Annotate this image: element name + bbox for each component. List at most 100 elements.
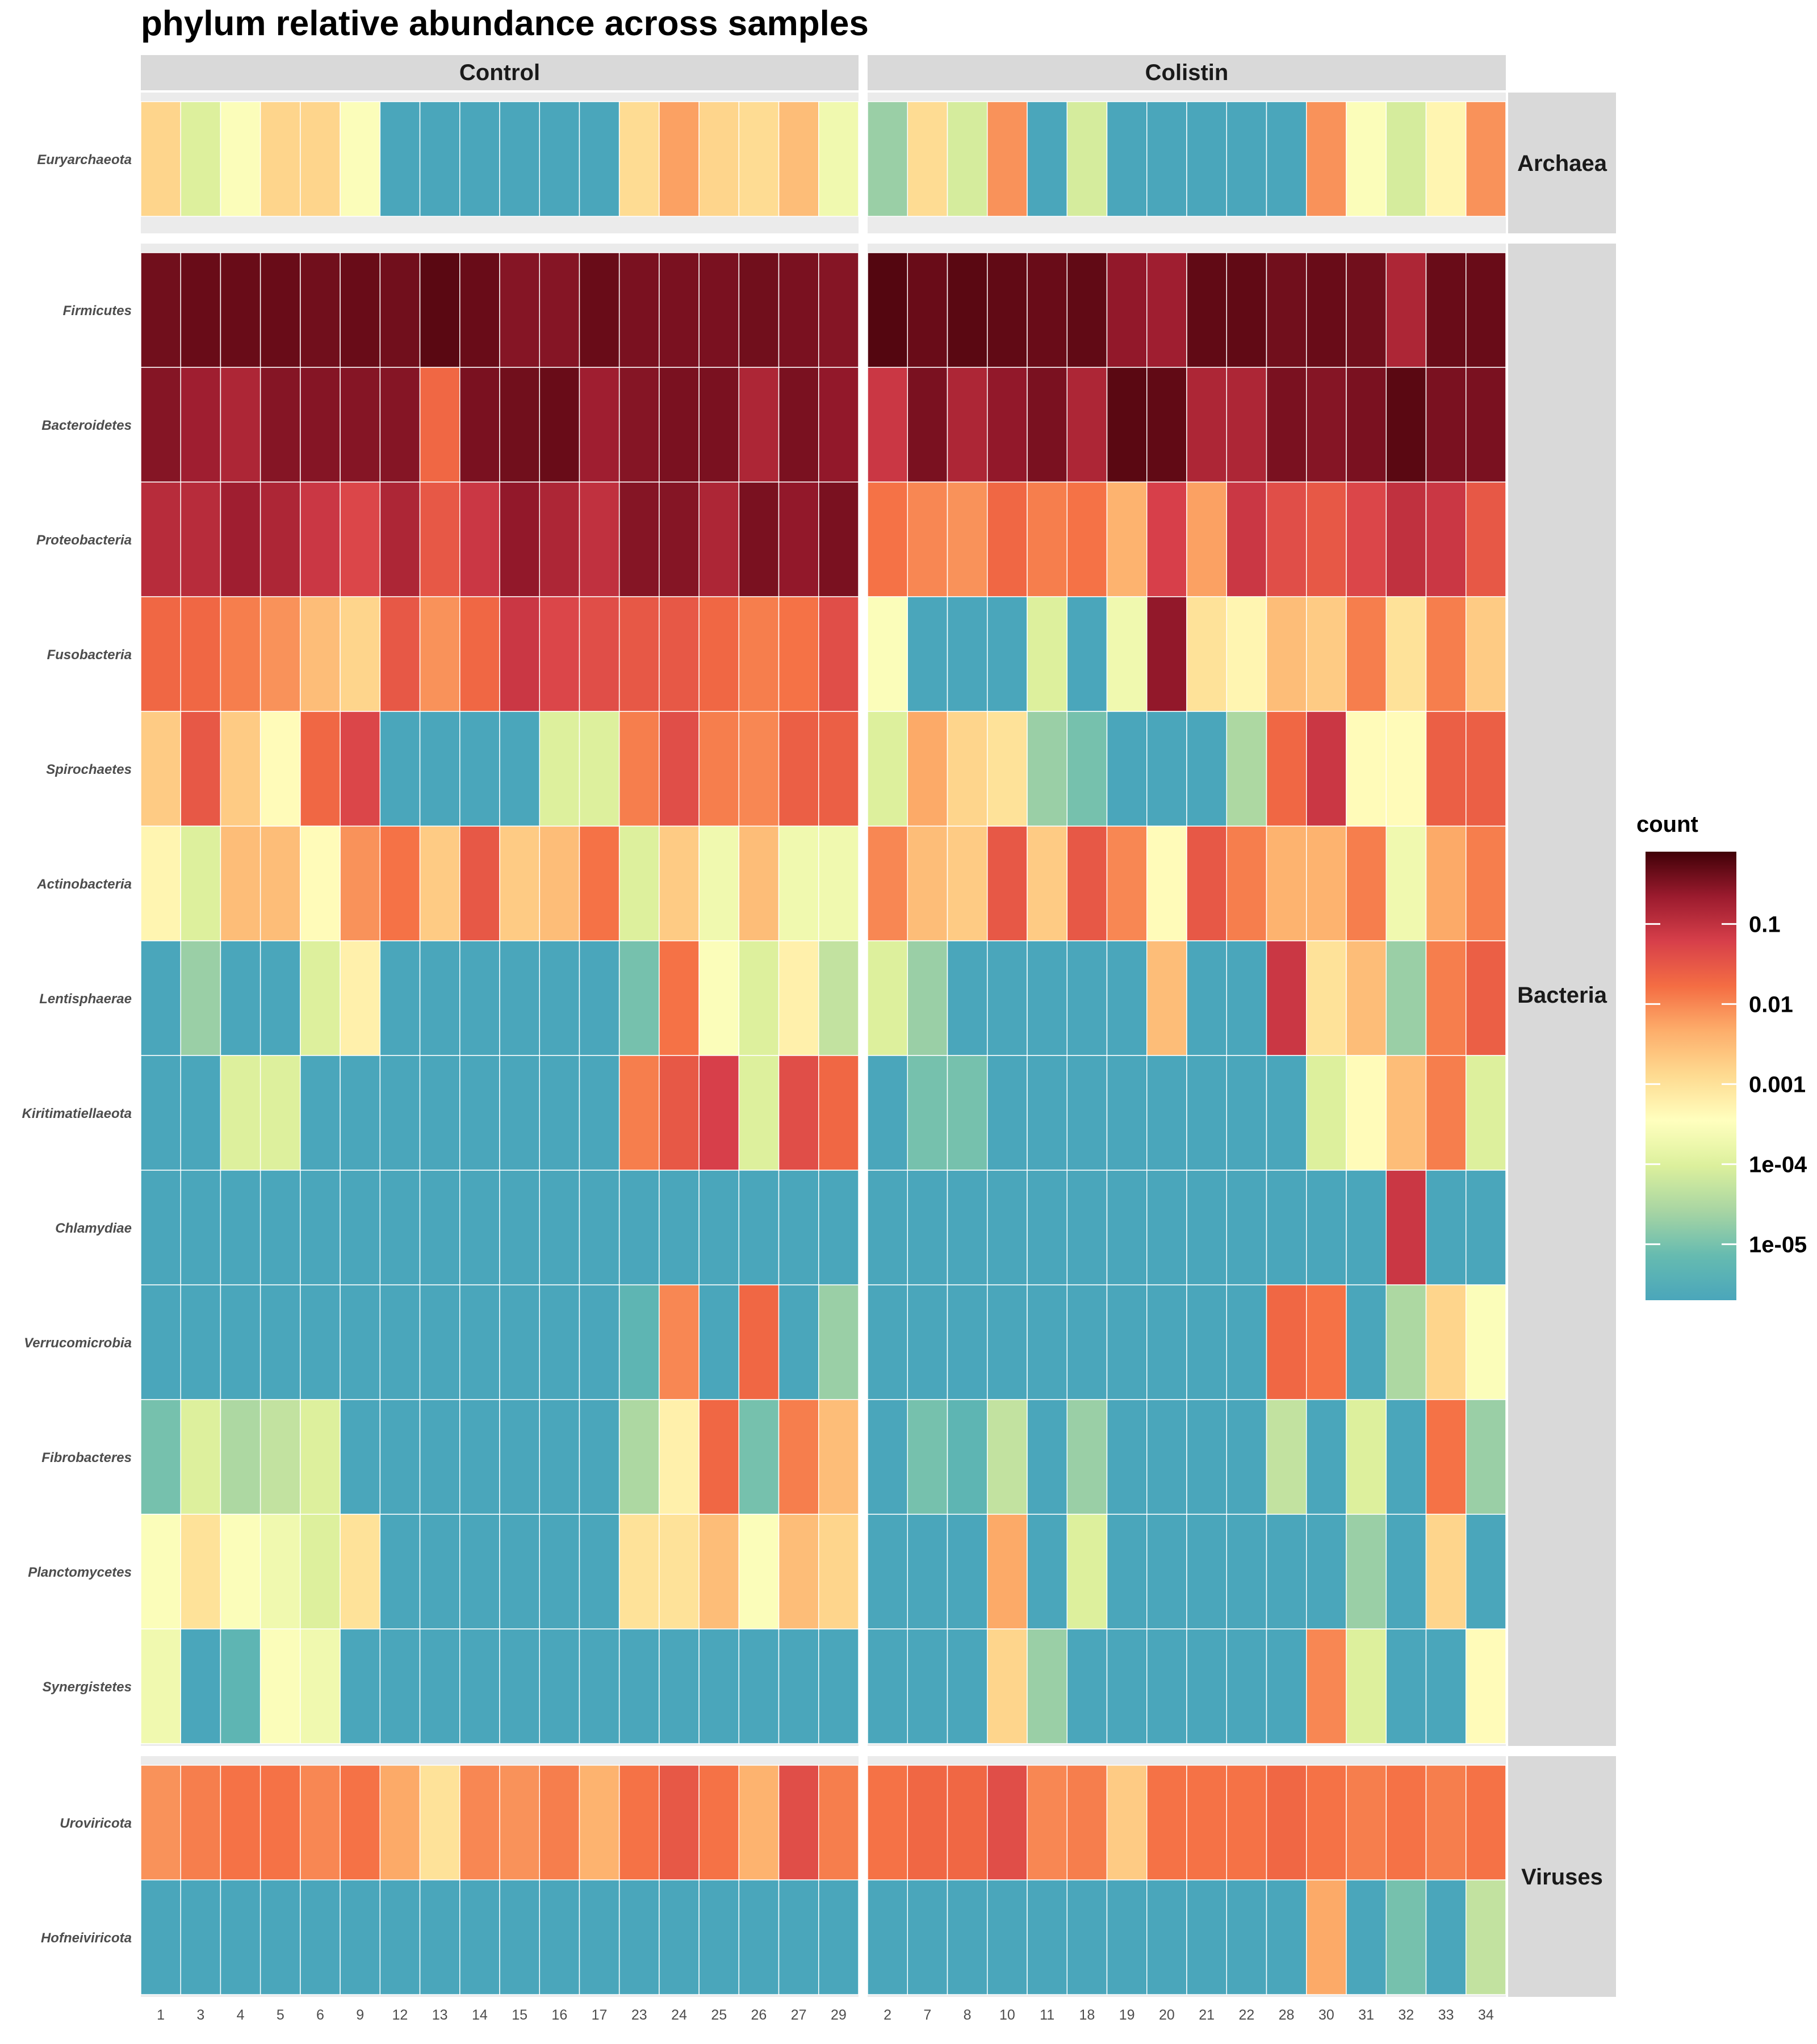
heatmap-cell [1106, 101, 1148, 217]
heatmap-cell [499, 1765, 540, 1880]
heatmap-cell [1066, 711, 1108, 827]
heatmap-cell [659, 1055, 700, 1171]
heatmap-cell [738, 826, 780, 941]
heatmap-cell [1385, 1879, 1427, 1995]
heatmap-cell [907, 252, 948, 368]
heatmap-cell [259, 1170, 301, 1285]
heatmap-cell [459, 367, 500, 483]
heatmap-cell [778, 1879, 819, 1995]
heatmap-cell [180, 711, 221, 827]
heatmap-cell [1186, 1055, 1227, 1171]
heatmap-cell [947, 940, 988, 1056]
heatmap-cell [987, 1879, 1028, 1995]
heatmap-cell [1306, 711, 1347, 827]
sample-tick-label: 34 [1478, 2007, 1494, 2023]
sample-tick-label: 29 [831, 2007, 847, 2023]
colorbar [1646, 852, 1736, 1300]
heatmap-cell [1306, 101, 1347, 217]
heatmap-cell [1385, 596, 1427, 712]
heatmap-cell [907, 481, 948, 597]
heatmap-cell [1146, 481, 1187, 597]
heatmap-cell [947, 1284, 988, 1400]
heatmap-cell [1346, 1879, 1387, 1995]
heatmap-cell [659, 940, 700, 1056]
heatmap-cell [259, 367, 301, 483]
heatmap-cell [1346, 1399, 1387, 1515]
heatmap-cell [1266, 481, 1307, 597]
heatmap-cell [1306, 1628, 1347, 1744]
heatmap-panels: Control Colistin Archaea Euryarchaeota Bacte… [22, 55, 1616, 2023]
heatmap-cell [419, 940, 460, 1056]
heatmap-cell [1027, 711, 1067, 827]
heatmap-cell [579, 367, 620, 483]
heatmap-cell [987, 481, 1028, 597]
heatmap-cell [259, 1514, 301, 1630]
heatmap-cell [1266, 1765, 1307, 1880]
heatmap-cell [1466, 1765, 1506, 1880]
sample-tick-label: 22 [1238, 2007, 1254, 2023]
heatmap-cell [1466, 252, 1506, 368]
heatmap-cell [778, 596, 819, 712]
heatmap-cell [1066, 1879, 1108, 1995]
heatmap-cell [1106, 1879, 1148, 1995]
heatmap-cell [539, 1170, 580, 1285]
heatmap-cell [738, 101, 780, 217]
heatmap-cell [259, 1284, 301, 1400]
heatmap-cell [1066, 367, 1108, 483]
heatmap-cell [499, 1170, 540, 1285]
heatmap-cell [867, 1284, 908, 1400]
heatmap-cell [220, 1514, 261, 1630]
heatmap-cell [867, 1628, 908, 1744]
heatmap-cell [947, 1879, 988, 1995]
heatmap-cell [579, 596, 620, 712]
heatmap-cell [618, 596, 660, 712]
heatmap-cell [499, 1628, 540, 1744]
heatmap-cell [140, 1284, 181, 1400]
heatmap-cell [1066, 826, 1108, 941]
sample-tick-label: 5 [277, 2007, 284, 2023]
heatmap-cell [618, 1284, 660, 1400]
heatmap-cell [867, 481, 908, 597]
heatmap-cell [778, 252, 819, 368]
heatmap-cell [867, 101, 908, 217]
heatmap-cell [340, 1765, 381, 1880]
heatmap-cell [140, 1879, 181, 1995]
heatmap-cell [180, 252, 221, 368]
heatmap-cell [220, 711, 261, 827]
heatmap-cell [220, 1399, 261, 1515]
heatmap-cell [947, 367, 988, 483]
heatmap-cell [1425, 252, 1467, 368]
heatmap-cell [818, 101, 859, 217]
heatmap-cell [1346, 481, 1387, 597]
heatmap-cell [220, 1055, 261, 1171]
heatmap-cell [618, 252, 660, 368]
heatmap-cell [459, 596, 500, 712]
heatmap-cell [738, 1514, 780, 1630]
heatmap-cell [738, 1765, 780, 1880]
sample-tick-label: 6 [316, 2007, 324, 2023]
heatmap-cell [1186, 1170, 1227, 1285]
heatmap-cell [867, 596, 908, 712]
heatmap-cell [1266, 1628, 1307, 1744]
heatmap-cell [987, 1765, 1028, 1880]
heatmap-cell [1186, 826, 1227, 941]
heatmap-cell [300, 1765, 341, 1880]
heatmap-cell [738, 1055, 780, 1171]
heatmap-cell [1066, 1055, 1108, 1171]
heatmap-cell [907, 1399, 948, 1515]
heatmap-cell [659, 1284, 700, 1400]
heatmap-cell [867, 940, 908, 1056]
heatmap-cell [1385, 1055, 1427, 1171]
heatmap-cell [539, 1284, 580, 1400]
color-legend: count 0.1 0.01 0.001 1e-04 1e-05 [1636, 812, 1807, 1300]
heatmap-cell [220, 1765, 261, 1880]
heatmap-cell [1385, 1399, 1427, 1515]
heatmap-cell [1106, 826, 1148, 941]
heatmap-cell [340, 1514, 381, 1630]
heatmap-cell [907, 596, 948, 712]
row-label-archaea: Archaea [1517, 151, 1607, 176]
heatmap-cell [1027, 1170, 1067, 1285]
colorbar-tick-label: 0.001 [1749, 1072, 1806, 1097]
heatmap-cell [259, 1628, 301, 1744]
heatmap-cell [459, 1055, 500, 1171]
